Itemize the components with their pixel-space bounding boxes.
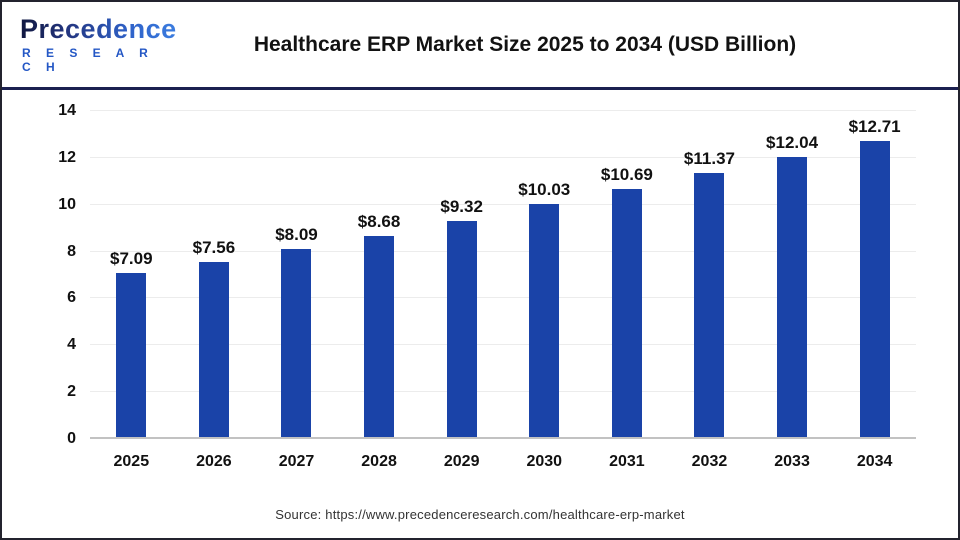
- x-axis: 2025 2026 2027 2028 2029 2030 2031 2032 2033 2034: [90, 453, 916, 471]
- chart-title: Healthcare ERP Market Size 2025 to 2034 …: [253, 32, 797, 56]
- x-axis-label: 2034: [856, 453, 893, 470]
- gridline: [90, 297, 916, 299]
- x-axis-label: 2027: [278, 453, 315, 470]
- plot-area: $7.09 $7.56 $8.09 $8.68 $9.32 $10.03 $10.69 $11…: [90, 110, 916, 439]
- bar-value-label: $7.56: [192, 237, 236, 257]
- bar-value-label: $8.68: [357, 211, 401, 231]
- brand-logo: Precedence R E S E A R C H: [2, 14, 177, 74]
- bar-column: $8.09: [255, 111, 338, 439]
- bar-value-label: $7.09: [110, 248, 153, 268]
- bar-column: $12.04: [751, 111, 834, 439]
- bar-2031: $10.69: [601, 166, 653, 439]
- bar-2028: $8.68: [358, 213, 400, 439]
- bar-value-label: $12.71: [848, 117, 901, 137]
- y-axis: 0 2 4 6 8 10 12 14: [2, 103, 82, 447]
- y-axis-tick-label: 14: [58, 102, 76, 119]
- bar-value-label: $12.04: [766, 132, 819, 152]
- x-axis-label: 2033: [774, 453, 810, 470]
- bar-column: $9.32: [420, 111, 503, 439]
- y-axis-tick-label: 6: [67, 289, 76, 307]
- bar-value-label: $10.69: [600, 164, 653, 184]
- bar-value-label: $8.09: [275, 225, 318, 245]
- bar-column: $8.68: [338, 111, 421, 439]
- y-axis-tick-label: 8: [67, 242, 76, 260]
- bar-2034: $12.71: [849, 118, 901, 439]
- logo-sub-text: R E S E A R C H: [22, 45, 154, 74]
- source-text: Source: https://www.precedenceresearch.c…: [275, 507, 685, 522]
- y-axis-tick-label: 12: [58, 148, 76, 166]
- bars-container: $7.09 $7.56 $8.09 $8.68 $9.32 $10.03 $10.69 $11…: [90, 111, 916, 439]
- gridline: [90, 156, 916, 158]
- bar-column: $10.69: [586, 111, 669, 439]
- gridline: [90, 250, 916, 252]
- bar-column: $7.56: [173, 111, 256, 439]
- bar-value-label: $9.32: [440, 196, 483, 216]
- bar-chart: 0 2 4 6 8 10 12 14 $7.09 $7.56 $8.09 $8.68 $9.32 $10…: [2, 90, 958, 490]
- gridline: [90, 344, 916, 346]
- footer: Source: https://www.precedenceresearch.c…: [2, 490, 958, 522]
- bar-2032: $11.37: [684, 150, 735, 439]
- y-axis-tick-label: 10: [58, 195, 76, 213]
- bar-2033: $12.04: [766, 134, 818, 439]
- bar-value-label: $10.03: [518, 180, 571, 200]
- x-axis-label: 2032: [691, 453, 728, 470]
- bar-2030: $10.03: [518, 181, 570, 439]
- bar-column: $11.37: [668, 111, 751, 439]
- header: Precedence R E S E A R C H Healthcare ER…: [2, 2, 958, 90]
- x-axis-label: 2031: [609, 453, 645, 470]
- y-axis-tick-label: 0: [67, 430, 76, 447]
- x-axis-label: 2026: [196, 453, 232, 470]
- bar-2029: $9.32: [440, 198, 483, 439]
- bar-column: $12.71: [833, 111, 916, 439]
- bar-column: $10.03: [503, 111, 586, 439]
- gridline: [90, 203, 916, 205]
- bar-column: $7.09: [90, 111, 173, 439]
- bar-2027: $8.09: [275, 226, 318, 439]
- y-axis-tick-label: 4: [67, 336, 76, 354]
- bar-2026: $7.56: [193, 239, 235, 439]
- gridline: [90, 110, 916, 111]
- x-axis-label: 2030: [526, 453, 563, 470]
- gridline: [90, 391, 916, 393]
- logo-brand-text: Precedence: [20, 14, 177, 45]
- x-axis-label: 2025: [113, 453, 150, 470]
- y-axis-tick-label: 2: [67, 383, 76, 401]
- x-axis-label: 2028: [361, 453, 397, 470]
- x-axis-line: [90, 437, 916, 439]
- bar-2025: $7.09: [110, 250, 153, 439]
- bar-value-label: $11.37: [683, 148, 735, 168]
- x-axis-label: 2029: [443, 453, 480, 470]
